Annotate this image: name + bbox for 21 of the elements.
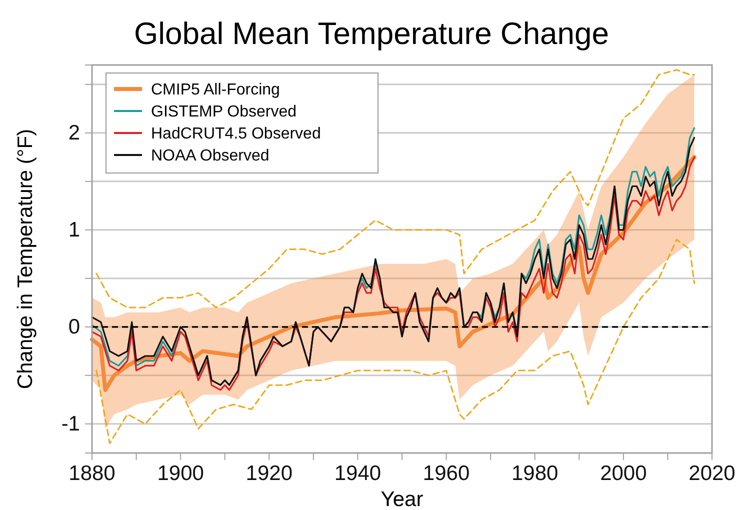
x-tick-label: 1900 — [157, 462, 204, 485]
x-tick-label: 2000 — [600, 462, 647, 485]
y-tick-label: 1 — [68, 218, 80, 242]
x-tick-label: 2020 — [688, 462, 736, 485]
legend-label: CMIP5 All-Forcing — [151, 82, 280, 98]
legend-label: HadCRUT4.5 Observed — [151, 126, 321, 142]
x-tick-label: 1960 — [422, 462, 470, 485]
x-tick-label: 1980 — [512, 462, 558, 485]
y-tick-label: -1 — [61, 412, 80, 436]
legend-label: NOAA Observed — [151, 148, 270, 164]
line-series — [96, 238, 696, 444]
x-tick-label: 1940 — [334, 462, 382, 485]
y-tick-label: 2 — [68, 122, 80, 145]
x-tick-label: 1920 — [246, 462, 292, 485]
y-tick-label: 0 — [68, 316, 80, 339]
chart-title: Global Mean Temperature Change — [134, 16, 610, 51]
line-series — [96, 69, 696, 308]
legend-label: GISTEMP Observed — [151, 104, 297, 120]
y-axis-title: Change in Temperature (°F) — [14, 128, 37, 390]
x-tick-label: 1880 — [68, 462, 116, 485]
x-axis-title: Year — [380, 488, 424, 510]
